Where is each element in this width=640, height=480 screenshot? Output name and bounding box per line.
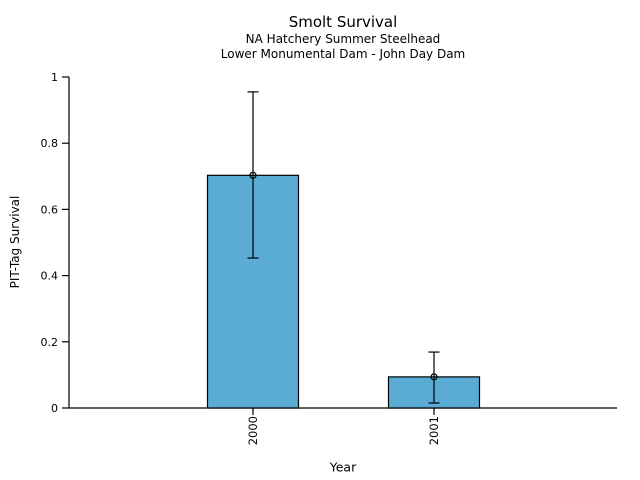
y-tick-label: 0.6 [41,203,59,216]
y-axis-label: PIT-Tag Survival [8,195,22,289]
chart-subtitle-line-1: NA Hatchery Summer Steelhead [245,32,441,46]
title-block: Smolt Survival NA Hatchery Summer Steelh… [69,13,617,62]
x-tick-label: 2000 [246,416,260,445]
y-tick-label: 0.4 [41,270,59,283]
y-tick-label: 0.8 [41,137,59,150]
point-marker [249,171,257,179]
x-axis-label: Year [329,459,357,475]
y-tick-label: 0.2 [41,336,59,349]
y-tick-label: 0 [51,402,58,415]
chart-subtitle-line-2: Lower Monumental Dam - John Day Dam [220,47,466,61]
point-marker [430,373,438,381]
chart-title: Smolt Survival [288,13,398,31]
x-tick-label: 2001 [427,416,441,445]
y-tick-label: 1 [51,71,58,84]
